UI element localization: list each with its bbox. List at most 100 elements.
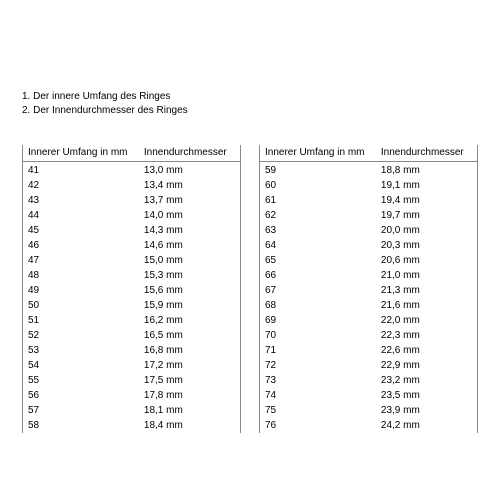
cell-umfang: 73 (265, 373, 381, 388)
table-row: 60 19,1 mm (260, 178, 477, 193)
table-row: 51 16,2 mm (23, 313, 240, 328)
table-row: 63 20,0 mm (260, 223, 477, 238)
cell-durchmesser: 15,3 mm (144, 268, 235, 283)
table-header: Innerer Umfang in mm Innendurchmesser (260, 145, 477, 162)
table-row: 56 17,8 mm (23, 388, 240, 403)
cell-durchmesser: 15,0 mm (144, 253, 235, 268)
table-right: Innerer Umfang in mm Innendurchmesser 59… (259, 145, 478, 433)
table-row: 73 23,2 mm (260, 373, 477, 388)
col-header-durchmesser: Innendurchmesser (381, 145, 472, 160)
table-row: 69 22,0 mm (260, 313, 477, 328)
table-row: 64 20,3 mm (260, 238, 477, 253)
intro-line-2: 2. Der Innendurchmesser des Ringes (22, 104, 478, 118)
table-row: 48 15,3 mm (23, 268, 240, 283)
cell-durchmesser: 17,2 mm (144, 358, 235, 373)
cell-umfang: 62 (265, 208, 381, 223)
table-row: 61 19,4 mm (260, 193, 477, 208)
table-row: 52 16,5 mm (23, 328, 240, 343)
table-row: 53 16,8 mm (23, 343, 240, 358)
col-header-umfang: Innerer Umfang in mm (28, 145, 144, 160)
cell-umfang: 51 (28, 313, 144, 328)
cell-durchmesser: 22,3 mm (381, 328, 472, 343)
page: 1. Der innere Umfang des Ringes 2. Der I… (0, 0, 500, 453)
table-row: 49 15,6 mm (23, 283, 240, 298)
col-header-umfang: Innerer Umfang in mm (265, 145, 381, 160)
table-row: 62 19,7 mm (260, 208, 477, 223)
cell-durchmesser: 13,7 mm (144, 193, 235, 208)
table-row: 66 21,0 mm (260, 268, 477, 283)
table-row: 57 18,1 mm (23, 403, 240, 418)
cell-umfang: 76 (265, 418, 381, 433)
table-row: 65 20,6 mm (260, 253, 477, 268)
cell-durchmesser: 21,3 mm (381, 283, 472, 298)
cell-umfang: 49 (28, 283, 144, 298)
cell-durchmesser: 14,0 mm (144, 208, 235, 223)
intro-text: 1. Der innere Umfang des Ringes 2. Der I… (22, 90, 478, 117)
cell-umfang: 63 (265, 223, 381, 238)
cell-umfang: 69 (265, 313, 381, 328)
cell-durchmesser: 16,5 mm (144, 328, 235, 343)
cell-umfang: 71 (265, 343, 381, 358)
cell-durchmesser: 14,3 mm (144, 223, 235, 238)
cell-umfang: 42 (28, 178, 144, 193)
cell-durchmesser: 20,0 mm (381, 223, 472, 238)
table-row: 55 17,5 mm (23, 373, 240, 388)
cell-durchmesser: 18,4 mm (144, 418, 235, 433)
cell-umfang: 47 (28, 253, 144, 268)
cell-umfang: 48 (28, 268, 144, 283)
table-row: 59 18,8 mm (260, 163, 477, 178)
table-row: 58 18,4 mm (23, 418, 240, 433)
cell-durchmesser: 23,5 mm (381, 388, 472, 403)
table-body: 59 18,8 mm 60 19,1 mm 61 19,4 mm 62 19,7… (260, 163, 477, 433)
cell-durchmesser: 18,8 mm (381, 163, 472, 178)
cell-durchmesser: 22,0 mm (381, 313, 472, 328)
cell-durchmesser: 24,2 mm (381, 418, 472, 433)
cell-umfang: 56 (28, 388, 144, 403)
cell-durchmesser: 23,2 mm (381, 373, 472, 388)
cell-umfang: 68 (265, 298, 381, 313)
cell-durchmesser: 21,0 mm (381, 268, 472, 283)
cell-durchmesser: 17,8 mm (144, 388, 235, 403)
cell-umfang: 44 (28, 208, 144, 223)
cell-durchmesser: 13,4 mm (144, 178, 235, 193)
cell-umfang: 52 (28, 328, 144, 343)
cell-umfang: 41 (28, 163, 144, 178)
cell-durchmesser: 19,1 mm (381, 178, 472, 193)
table-row: 44 14,0 mm (23, 208, 240, 223)
table-row: 45 14,3 mm (23, 223, 240, 238)
cell-durchmesser: 20,6 mm (381, 253, 472, 268)
col-header-durchmesser: Innendurchmesser (144, 145, 235, 160)
cell-umfang: 55 (28, 373, 144, 388)
table-row: 67 21,3 mm (260, 283, 477, 298)
cell-durchmesser: 19,7 mm (381, 208, 472, 223)
cell-umfang: 70 (265, 328, 381, 343)
table-row: 68 21,6 mm (260, 298, 477, 313)
cell-umfang: 67 (265, 283, 381, 298)
table-row: 71 22,6 mm (260, 343, 477, 358)
intro-line-1: 1. Der innere Umfang des Ringes (22, 90, 478, 104)
tables-wrap: Innerer Umfang in mm Innendurchmesser 41… (22, 145, 478, 433)
cell-umfang: 66 (265, 268, 381, 283)
cell-umfang: 72 (265, 358, 381, 373)
cell-umfang: 74 (265, 388, 381, 403)
table-row: 43 13,7 mm (23, 193, 240, 208)
cell-umfang: 60 (265, 178, 381, 193)
cell-umfang: 46 (28, 238, 144, 253)
table-row: 54 17,2 mm (23, 358, 240, 373)
cell-umfang: 43 (28, 193, 144, 208)
cell-durchmesser: 15,9 mm (144, 298, 235, 313)
table-row: 75 23,9 mm (260, 403, 477, 418)
table-row: 42 13,4 mm (23, 178, 240, 193)
cell-durchmesser: 14,6 mm (144, 238, 235, 253)
table-row: 70 22,3 mm (260, 328, 477, 343)
cell-umfang: 54 (28, 358, 144, 373)
table-row: 46 14,6 mm (23, 238, 240, 253)
cell-durchmesser: 22,6 mm (381, 343, 472, 358)
cell-durchmesser: 16,8 mm (144, 343, 235, 358)
cell-umfang: 45 (28, 223, 144, 238)
cell-umfang: 65 (265, 253, 381, 268)
table-row: 41 13,0 mm (23, 163, 240, 178)
cell-umfang: 75 (265, 403, 381, 418)
cell-umfang: 50 (28, 298, 144, 313)
table-row: 72 22,9 mm (260, 358, 477, 373)
